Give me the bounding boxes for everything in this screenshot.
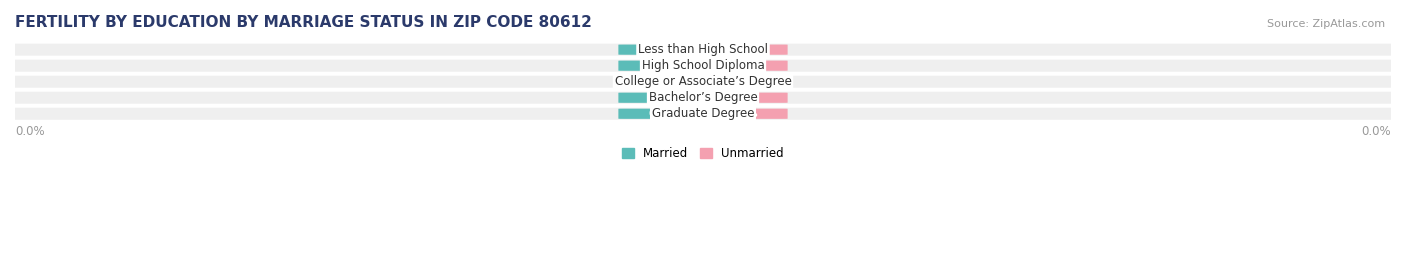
Text: 0.0%: 0.0% [727,61,758,71]
Text: 0.0%: 0.0% [648,77,679,87]
Text: FERTILITY BY EDUCATION BY MARRIAGE STATUS IN ZIP CODE 80612: FERTILITY BY EDUCATION BY MARRIAGE STATU… [15,15,592,30]
FancyBboxPatch shape [0,44,1406,56]
Text: 0.0%: 0.0% [727,77,758,87]
Text: 0.0%: 0.0% [727,93,758,103]
Text: Less than High School: Less than High School [638,43,768,56]
FancyBboxPatch shape [619,93,709,103]
FancyBboxPatch shape [0,60,1406,72]
Text: 0.0%: 0.0% [648,45,679,55]
FancyBboxPatch shape [619,61,709,71]
Text: 0.0%: 0.0% [727,109,758,119]
FancyBboxPatch shape [697,45,787,55]
FancyBboxPatch shape [697,93,787,103]
FancyBboxPatch shape [697,109,787,119]
FancyBboxPatch shape [0,76,1406,88]
FancyBboxPatch shape [0,108,1406,120]
Text: Source: ZipAtlas.com: Source: ZipAtlas.com [1267,19,1385,29]
Text: 0.0%: 0.0% [648,93,679,103]
Legend: Married, Unmarried: Married, Unmarried [617,142,789,165]
Text: 0.0%: 0.0% [648,61,679,71]
Text: 0.0%: 0.0% [15,125,45,138]
Text: College or Associate’s Degree: College or Associate’s Degree [614,75,792,88]
FancyBboxPatch shape [697,77,787,87]
FancyBboxPatch shape [619,109,709,119]
Text: 0.0%: 0.0% [727,45,758,55]
Text: 0.0%: 0.0% [1361,125,1391,138]
FancyBboxPatch shape [619,77,709,87]
Text: Graduate Degree: Graduate Degree [652,107,754,120]
FancyBboxPatch shape [697,61,787,71]
Text: High School Diploma: High School Diploma [641,59,765,72]
FancyBboxPatch shape [619,45,709,55]
Text: Bachelor’s Degree: Bachelor’s Degree [648,91,758,104]
Text: 0.0%: 0.0% [648,109,679,119]
FancyBboxPatch shape [0,92,1406,104]
